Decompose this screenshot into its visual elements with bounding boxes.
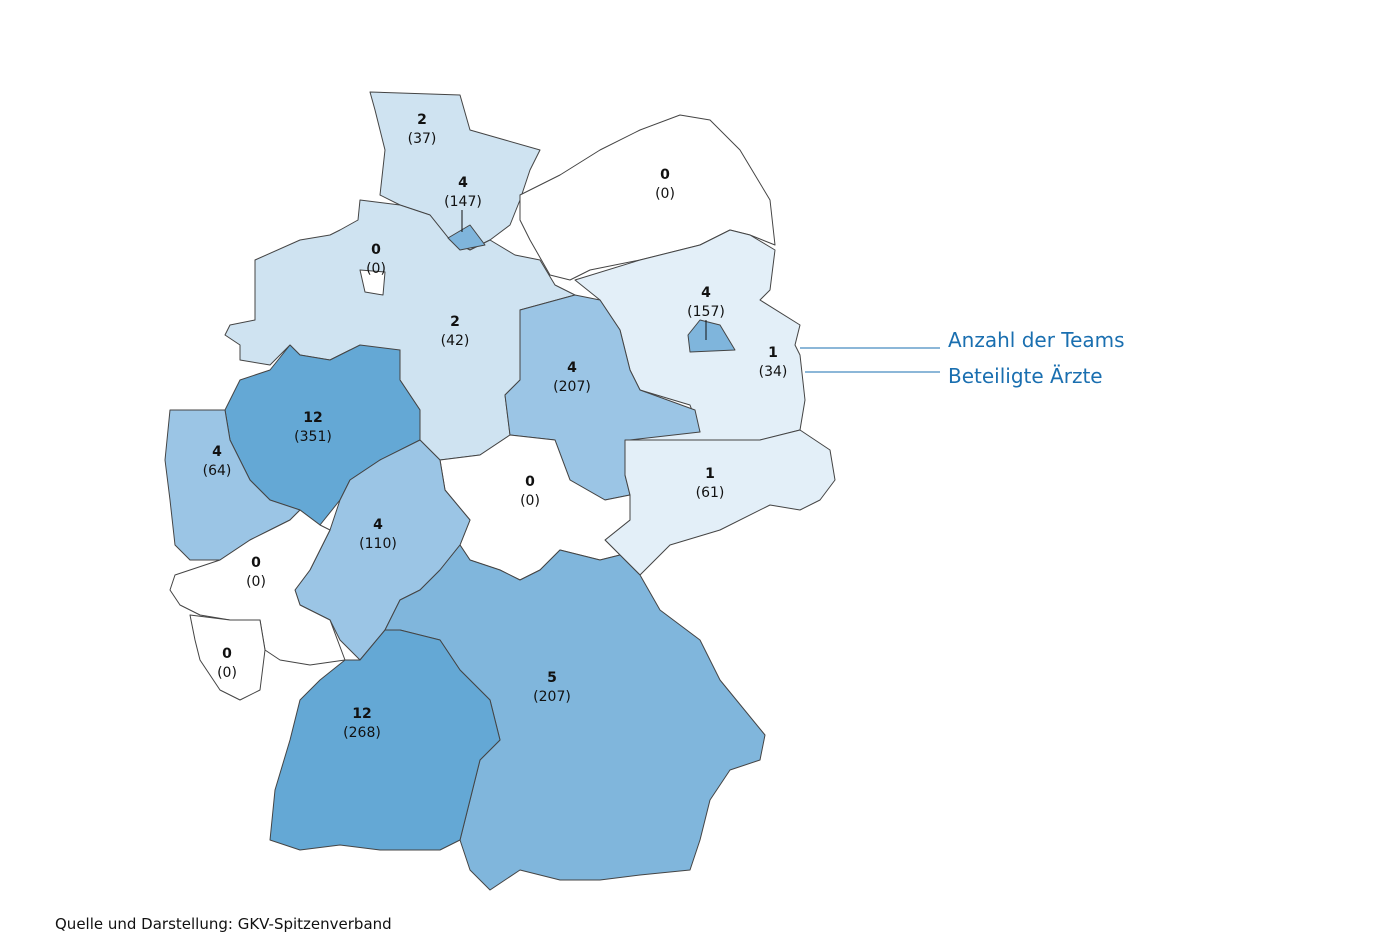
region bbox=[269, 629, 501, 851]
doctor-count: (207) bbox=[533, 689, 571, 705]
doctor-count: (42) bbox=[441, 333, 470, 349]
doctor-count: (351) bbox=[294, 429, 332, 445]
doctor-count: (147) bbox=[444, 194, 482, 210]
doctor-count: (64) bbox=[203, 463, 232, 479]
team-count: 2 bbox=[417, 112, 427, 128]
team-count: 0 bbox=[371, 242, 381, 258]
region bbox=[604, 429, 836, 576]
region bbox=[189, 614, 266, 701]
region bbox=[169, 509, 346, 666]
team-count: 0 bbox=[660, 167, 670, 183]
doctor-count: (268) bbox=[343, 725, 381, 741]
regions bbox=[164, 91, 836, 891]
doctor-count: (157) bbox=[687, 304, 725, 320]
team-count: 4 bbox=[373, 517, 383, 533]
team-count: 12 bbox=[303, 410, 322, 426]
doctor-count: (61) bbox=[696, 485, 725, 501]
doctor-count: (207) bbox=[553, 379, 591, 395]
doctor-count: (0) bbox=[246, 574, 266, 590]
doctor-count: (34) bbox=[759, 364, 788, 380]
doctor-count: (0) bbox=[655, 186, 675, 202]
team-count: 4 bbox=[701, 285, 711, 301]
doctor-count: (110) bbox=[359, 536, 397, 552]
team-count: 12 bbox=[352, 706, 371, 722]
team-count: 0 bbox=[222, 646, 232, 662]
team-count: 4 bbox=[212, 444, 222, 460]
doctor-count: (0) bbox=[366, 261, 386, 277]
doctor-count: (37) bbox=[408, 131, 437, 147]
team-count: 5 bbox=[547, 670, 557, 686]
team-count: 2 bbox=[450, 314, 460, 330]
team-count: 4 bbox=[567, 360, 577, 376]
team-count: 0 bbox=[251, 555, 261, 571]
legend-teams: Anzahl der Teams bbox=[948, 328, 1125, 352]
team-count: 4 bbox=[458, 175, 468, 191]
legend-doctors: Beteiligte Ärzte bbox=[948, 364, 1103, 388]
doctor-count: (0) bbox=[520, 493, 540, 509]
team-count: 1 bbox=[705, 466, 715, 482]
region bbox=[447, 224, 486, 251]
team-count: 1 bbox=[768, 345, 778, 361]
region bbox=[687, 319, 736, 353]
doctor-count: (0) bbox=[217, 665, 237, 681]
source: Quelle und Darstellung: GKV-Spitzenverba… bbox=[55, 915, 392, 933]
labels: 2 (37) 4 (147) 0 (0) 0 (0) 2 (42) 4 (157) 1 (34) 4 (207… bbox=[203, 112, 788, 741]
team-count: 0 bbox=[525, 474, 535, 490]
region bbox=[359, 269, 386, 296]
